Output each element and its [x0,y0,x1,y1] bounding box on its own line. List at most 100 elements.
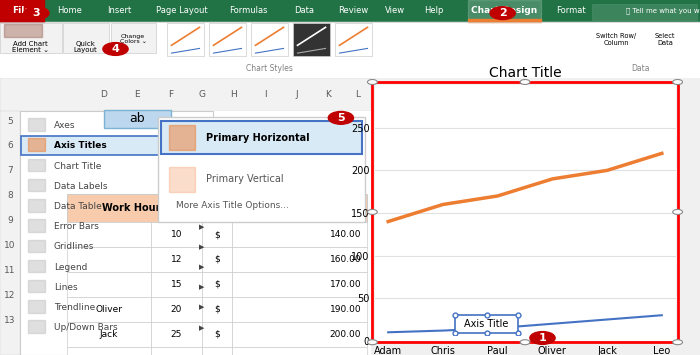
Bar [151,222,202,247]
Bar [4,24,42,38]
Bar [169,167,195,192]
Text: Chart Styles: Chart Styles [246,64,293,73]
Bar [111,23,156,53]
Text: 2: 2 [498,8,507,18]
Bar [202,222,232,247]
Bar [151,247,202,272]
Text: Home: Home [57,6,83,15]
Text: 5: 5 [337,113,344,123]
Bar [66,222,151,247]
Bar [28,219,45,232]
Text: 200.00: 200.00 [330,330,361,339]
Bar [66,247,151,272]
Text: 9: 9 [7,216,13,225]
Bar [20,111,214,355]
Text: Select
Data: Select Data [654,33,675,45]
Bar [4,24,42,38]
Bar [0,22,700,78]
Bar [66,195,202,222]
Text: ▶: ▶ [199,284,204,290]
Text: K: K [326,90,331,99]
Bar [162,121,362,154]
Text: ▶: ▶ [199,264,204,270]
Text: Switch Row/
Column: Switch Row/ Column [596,33,636,45]
Bar [28,300,45,313]
Text: H: H [230,90,237,99]
Bar [202,322,232,347]
Bar [28,199,45,212]
Text: Element ⌄: Element ⌄ [13,47,49,53]
Text: ▶: ▶ [199,183,204,189]
Text: $: $ [214,280,220,289]
Text: Chart Title: Chart Title [54,162,102,170]
Text: Data: Data [631,64,650,73]
Text: Primary Vertical: Primary Vertical [206,174,284,184]
Bar [0,23,62,53]
Text: 3: 3 [33,8,40,18]
Text: 10: 10 [4,241,16,250]
Text: Up/Down Bars: Up/Down Bars [54,323,118,332]
Text: 11: 11 [4,266,16,275]
Bar [66,297,151,322]
Text: 1: 1 [538,333,547,343]
Text: ab: ab [130,112,145,125]
Text: Format: Format [556,6,585,15]
Text: 5: 5 [7,116,13,126]
Text: ▶: ▶ [199,224,204,230]
Text: E: E [134,90,140,99]
Text: Axes: Axes [54,121,76,130]
Bar [28,240,45,252]
Text: Trendline: Trendline [54,303,95,312]
Text: D: D [100,90,107,99]
Text: Axis Titles: Axis Titles [54,141,106,150]
Bar [202,347,232,355]
Bar [592,4,696,20]
Bar [28,138,45,151]
Text: 170.00: 170.00 [330,280,361,289]
Bar [232,222,368,247]
Bar [28,118,45,131]
Text: Primary Horizontal: Primary Horizontal [206,133,309,143]
Text: Gridlines: Gridlines [54,242,94,251]
Text: 7: 7 [7,166,13,175]
Text: 8: 8 [7,191,13,200]
Text: Help: Help [424,6,444,15]
Text: Legend: Legend [54,263,88,272]
Text: Data: Data [295,6,314,15]
Title: Chart Title: Chart Title [489,66,561,80]
Text: Oliver: Oliver [95,305,122,314]
Text: 6: 6 [7,141,13,151]
Text: J: J [295,90,298,99]
Bar [0,78,371,111]
Text: 140.00: 140.00 [330,230,361,239]
Bar [0,78,20,355]
Bar [66,272,151,297]
Bar [21,136,213,154]
Text: $: $ [214,230,220,239]
Text: L: L [356,90,360,99]
Bar [66,347,151,355]
Bar [209,23,246,56]
Text: Error Bars: Error Bars [54,222,99,231]
Bar [151,297,202,322]
Text: 4: 4 [111,44,120,54]
Bar [169,125,195,150]
Text: ▶: ▶ [199,325,204,331]
Text: ⌕ Tell me what you want to do: ⌕ Tell me what you want to do [626,7,700,14]
Text: Lines: Lines [54,283,78,292]
Bar [293,23,330,56]
Text: Insert: Insert [107,6,131,15]
Text: Work Hours: Work Hours [102,203,167,213]
Text: Page Layout: Page Layout [156,6,208,15]
Bar [232,297,368,322]
Text: I: I [264,90,267,99]
Text: 160.00: 160.00 [330,255,361,264]
Bar [28,320,45,333]
Bar [28,179,45,191]
Text: Layout: Layout [74,47,97,53]
Text: Data Labels: Data Labels [54,182,107,191]
Text: File: File [13,6,31,15]
Bar [20,111,371,355]
Bar [167,23,204,56]
Bar [63,23,108,53]
